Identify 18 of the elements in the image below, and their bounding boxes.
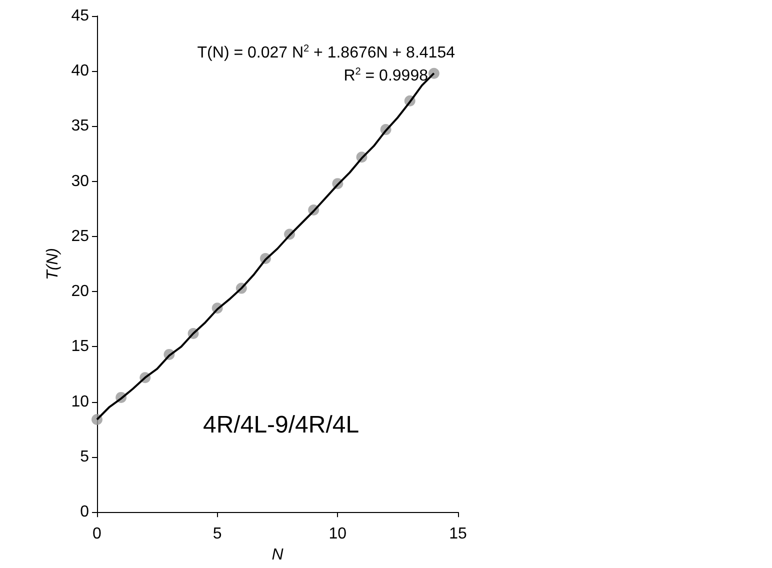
y-tick-label: 0 bbox=[80, 504, 90, 521]
y-tick-label: 45 bbox=[71, 8, 90, 24]
y-tick-label: 5 bbox=[80, 448, 90, 466]
y-tick-label: 35 bbox=[71, 118, 90, 135]
x-tick-label: 10 bbox=[328, 526, 347, 543]
y-tick-label: 20 bbox=[71, 283, 90, 300]
y-tick-label: 15 bbox=[71, 338, 90, 356]
point bbox=[92, 414, 102, 425]
x-tick-label: 5 bbox=[212, 526, 222, 543]
y-tick-label: 30 bbox=[71, 172, 90, 190]
x-tick-label: 0 bbox=[92, 526, 102, 543]
y-tick-label: 40 bbox=[71, 62, 90, 80]
x-tick-label: 15 bbox=[449, 526, 467, 543]
y-tick-label: 25 bbox=[71, 228, 90, 245]
y-axis-title: T(N) bbox=[44, 248, 62, 280]
x-axis-title: N bbox=[272, 546, 284, 564]
annotation: 4R/4L-9/4R/4L bbox=[203, 412, 360, 438]
y-tick-label: 10 bbox=[71, 393, 90, 410]
